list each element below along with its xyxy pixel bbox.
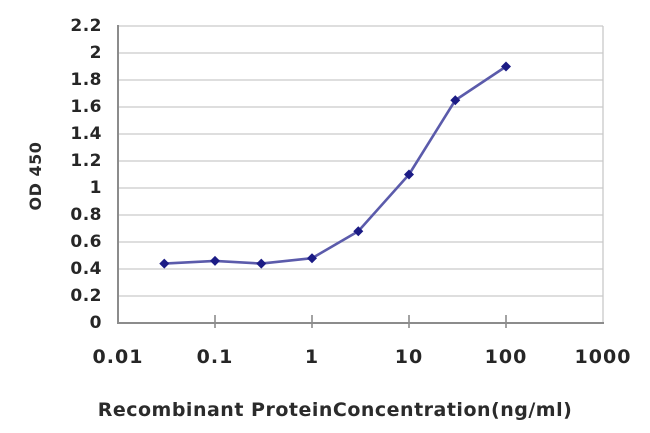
data-point-marker [450,95,461,106]
y-axis-title: OD 450 [26,141,45,211]
data-point-marker [404,169,414,180]
data-point-marker [353,226,364,237]
series-line [162,65,508,265]
data-point-marker [501,61,511,72]
x-axis-title: Recombinant ProteinConcentration(ng/ml) [97,399,573,421]
data-point-marker [256,258,267,269]
data-point-marker [210,255,220,266]
data-point-marker [307,253,317,264]
data-point-marker [159,258,170,269]
